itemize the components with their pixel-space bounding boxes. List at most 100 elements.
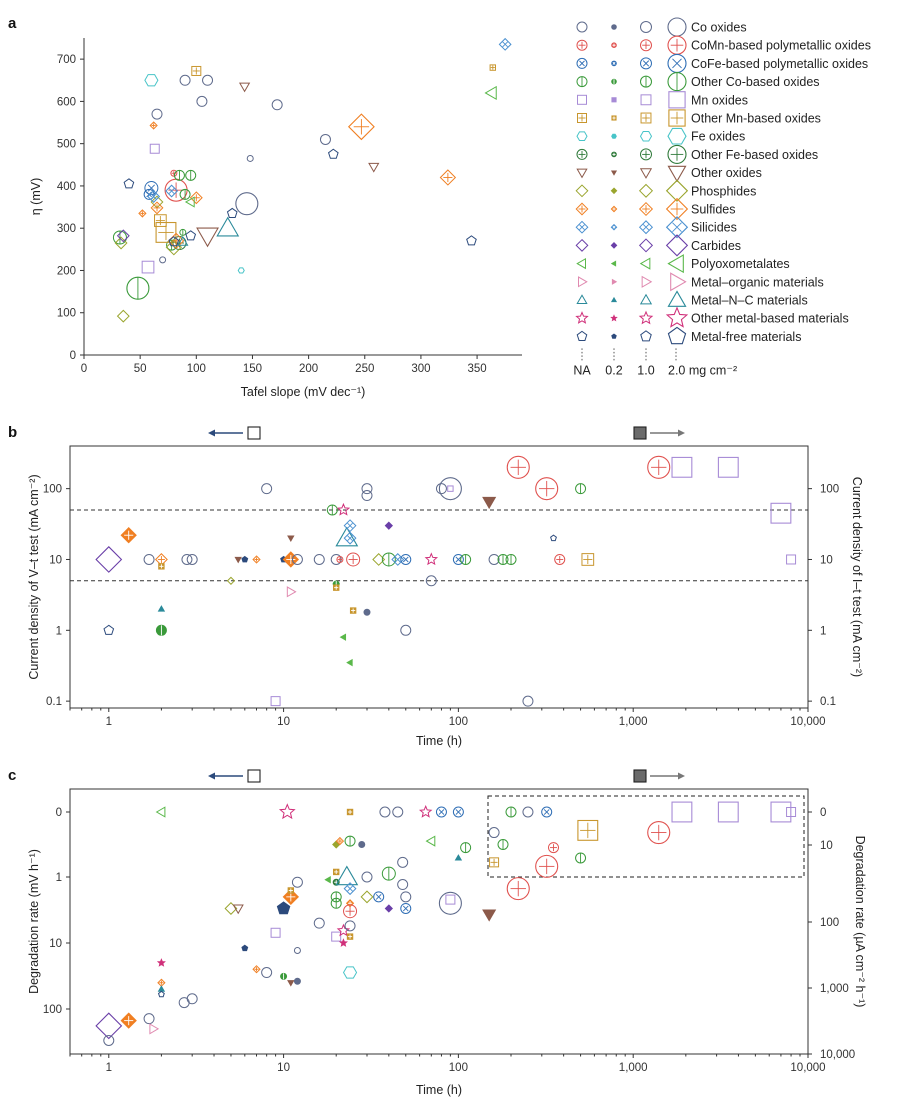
data-point <box>252 555 261 564</box>
data-point <box>373 891 385 903</box>
marker-inner <box>438 809 445 815</box>
marker-shape <box>157 990 165 998</box>
panel-a-points <box>112 37 512 323</box>
legend-marker <box>665 306 689 328</box>
data-point <box>331 931 342 942</box>
marker-shape <box>447 485 454 492</box>
legend-marker <box>577 94 587 105</box>
legend-marker <box>576 21 588 33</box>
data-point <box>157 985 166 992</box>
marker-shape <box>397 879 409 891</box>
legend-label: CoFe-based polymetallic oxides <box>691 57 868 71</box>
marker-shape <box>143 553 155 565</box>
filled-square-icon <box>633 426 647 440</box>
marker-shape <box>522 695 534 707</box>
data-point <box>151 108 163 120</box>
marker-shape <box>226 576 236 585</box>
data-point <box>392 806 404 818</box>
panel-letter-a: a <box>8 15 17 32</box>
marker-inner <box>612 61 616 65</box>
marker-shape <box>638 183 654 198</box>
panel-a-axes: 0 50 100 150 200 250 300 350 0 100 200 300 400 500 600… <box>57 38 522 375</box>
marker-shape <box>181 553 193 565</box>
marker-shape <box>343 519 357 533</box>
marker-inner <box>168 188 175 194</box>
data-point <box>550 534 557 542</box>
marker-shape <box>610 314 618 322</box>
data-point <box>339 633 347 641</box>
marker-shape <box>226 207 238 218</box>
data-point <box>149 143 160 154</box>
data-point <box>287 980 295 987</box>
data-point <box>439 169 457 186</box>
legend-label: Co oxides <box>691 21 747 35</box>
data-point <box>554 553 566 565</box>
marker-shape <box>577 94 587 105</box>
marker-shape <box>138 209 147 218</box>
marker-shape <box>667 17 687 37</box>
legend-label: Fe oxides <box>691 130 745 144</box>
marker-shape <box>575 238 589 252</box>
x-tick-label: 200 <box>299 363 318 375</box>
data-point <box>506 877 530 901</box>
data-point <box>400 902 412 914</box>
x-tick-label: 0 <box>81 363 87 375</box>
legend-marker <box>638 220 654 235</box>
data-point <box>276 901 291 915</box>
panel-c-points <box>95 801 797 1046</box>
y-tick-label-right: 10 <box>820 554 833 566</box>
data-point <box>144 74 159 87</box>
marker-inner <box>402 556 409 563</box>
marker-shape <box>717 456 739 478</box>
marker-shape <box>610 260 617 267</box>
marker-shape <box>332 840 341 849</box>
legend-marker <box>640 75 652 88</box>
data-point <box>324 876 331 884</box>
marker-shape <box>185 230 197 241</box>
legend-marker <box>575 184 589 198</box>
marker-shape <box>177 235 189 246</box>
data-point <box>361 871 373 883</box>
legend-marker <box>611 278 618 285</box>
marker-shape <box>452 553 464 565</box>
y-tick-label: 10 <box>49 554 62 566</box>
legend-marker <box>610 187 618 195</box>
data-point <box>360 890 374 904</box>
marker-shape <box>157 985 166 992</box>
marker-shape <box>149 1023 160 1035</box>
marker-shape <box>541 806 553 818</box>
marker-shape <box>116 309 130 323</box>
data-point <box>103 1034 115 1046</box>
y-tick-label: 300 <box>57 223 76 235</box>
marker-shape <box>170 169 178 177</box>
marker-shape <box>640 21 652 33</box>
legend-label: Mn oxides <box>691 93 748 107</box>
marker-shape <box>293 947 301 955</box>
legend-marker <box>667 53 687 73</box>
legend-item-mnc: Metal–N–C materials <box>576 290 808 308</box>
marker-shape <box>216 216 240 237</box>
marker-shape <box>168 236 180 247</box>
data-point <box>291 876 303 888</box>
panel-a: 0 50 100 150 200 250 300 350 0 100 200 300 400 500 600… <box>29 37 522 399</box>
panel-a-x-axis-label: Tafel slope (mV dec⁻¹) <box>241 385 366 399</box>
marker-shape <box>384 904 393 913</box>
marker-shape <box>344 920 356 932</box>
marker-shape <box>400 891 412 903</box>
legend-marker <box>610 314 618 322</box>
data-point <box>184 196 195 208</box>
marker-shape <box>577 113 587 123</box>
marker-shape <box>425 835 436 847</box>
legend-marker <box>640 39 652 52</box>
marker-shape <box>361 871 373 883</box>
data-point <box>293 977 301 985</box>
x-tick-label: 1 <box>106 1062 112 1074</box>
marker-inner <box>347 522 353 529</box>
marker-shape <box>143 1013 155 1025</box>
data-point <box>400 624 412 636</box>
data-point <box>155 806 166 818</box>
data-point <box>286 586 297 598</box>
data-point <box>143 553 155 565</box>
legend-marker <box>576 76 588 88</box>
marker-shape <box>232 904 244 915</box>
